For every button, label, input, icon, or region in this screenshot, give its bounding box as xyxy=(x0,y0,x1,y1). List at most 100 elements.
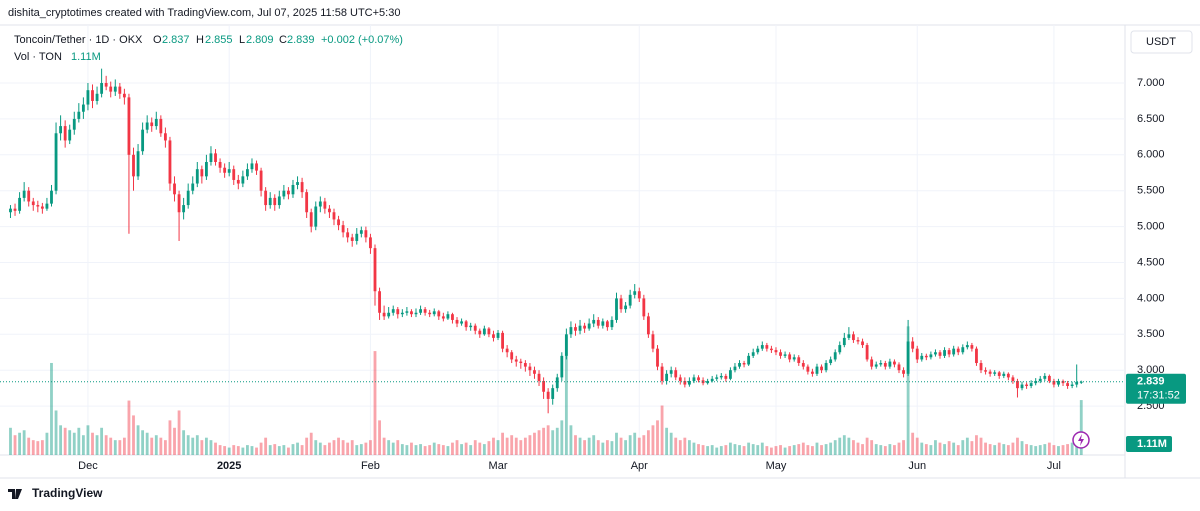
volume-bar xyxy=(920,442,924,455)
volume-bar xyxy=(656,420,659,455)
candle-body xyxy=(523,363,527,367)
volume-bar xyxy=(27,437,31,455)
candle-body xyxy=(1066,383,1070,387)
footer-brand: TradingView xyxy=(32,486,103,500)
y-tick-label: 7.000 xyxy=(1137,77,1165,89)
candle-body xyxy=(104,83,108,87)
candle-body xyxy=(687,380,691,385)
candle-body xyxy=(724,375,728,379)
volume-bar xyxy=(277,446,281,455)
candle-body xyxy=(195,169,199,184)
candle-body xyxy=(779,352,782,356)
volume-bar xyxy=(209,440,213,455)
candle-body xyxy=(706,380,710,384)
candle-body xyxy=(1038,378,1042,381)
candle-body xyxy=(282,190,286,197)
volume-bar xyxy=(624,440,628,455)
volume-bar xyxy=(364,442,368,455)
volume-bar xyxy=(387,440,391,455)
candle-body xyxy=(929,354,933,358)
attribution: dishita_cryptotimes created with Trading… xyxy=(8,7,400,19)
volume-bar xyxy=(141,430,145,455)
volume-bar xyxy=(997,442,1001,455)
candle-body xyxy=(747,355,751,365)
volume-bar xyxy=(241,447,245,455)
candle-body xyxy=(569,327,573,335)
candle-body xyxy=(9,208,12,213)
volume-bar xyxy=(678,440,682,455)
candle-body xyxy=(915,348,919,360)
candle-body xyxy=(947,350,951,355)
volume-bar xyxy=(473,440,477,455)
candle-body xyxy=(255,163,258,171)
currency[interactable]: USDT xyxy=(1146,36,1176,48)
volume-label-box xyxy=(1126,436,1172,452)
candle-body xyxy=(893,361,896,365)
volume-bar xyxy=(246,445,249,455)
candle-body xyxy=(1006,373,1010,378)
candle-body xyxy=(473,325,477,331)
volume-bar xyxy=(391,442,395,455)
candle-body xyxy=(1061,380,1065,384)
candle-body xyxy=(583,325,587,329)
volume-bar xyxy=(296,442,299,455)
volume-bar xyxy=(223,446,227,455)
volume-bar xyxy=(893,445,896,455)
volume-bar xyxy=(870,440,874,455)
candle-body xyxy=(72,118,76,130)
volume-bar xyxy=(505,437,509,455)
candle-body xyxy=(291,184,295,195)
last-price-box xyxy=(1126,373,1186,404)
volume-bar xyxy=(1025,444,1028,455)
candle-body xyxy=(838,345,842,353)
volume-bar xyxy=(318,442,322,455)
candle-body xyxy=(765,345,769,349)
volume-bar xyxy=(619,437,623,455)
candle-body xyxy=(961,347,965,353)
candle-body xyxy=(988,371,992,374)
volume-bar xyxy=(154,435,158,455)
volume-bar xyxy=(400,444,404,455)
candle-body xyxy=(683,380,687,385)
volume-bar xyxy=(437,444,441,455)
volume-bar xyxy=(820,445,823,455)
volume-bar xyxy=(924,444,928,455)
candle-body xyxy=(328,208,331,213)
candle-body xyxy=(596,319,600,326)
candle-body xyxy=(159,118,163,134)
candle-body xyxy=(400,312,404,315)
volume-bar xyxy=(478,442,482,455)
volume-bar xyxy=(63,427,67,455)
volume-bar xyxy=(214,442,217,455)
volume-bar xyxy=(578,437,582,455)
volume-bar xyxy=(952,442,956,455)
candle-body xyxy=(792,357,796,360)
y-tick-label: 3.500 xyxy=(1137,328,1165,340)
volume-bar xyxy=(915,437,919,455)
candle-body xyxy=(296,182,299,185)
volume-bar xyxy=(332,440,336,455)
candle-body xyxy=(924,355,928,358)
y-tick-label: 5.000 xyxy=(1137,221,1165,233)
candle-body xyxy=(136,151,140,177)
candle-body xyxy=(86,90,90,105)
candle-body xyxy=(870,359,874,367)
candle-body xyxy=(934,352,937,355)
volume-bar xyxy=(1002,444,1006,455)
volume-bar xyxy=(173,427,176,455)
candle-body xyxy=(660,366,664,381)
candle-body xyxy=(674,370,678,378)
candle-body xyxy=(920,355,924,360)
volume-bar xyxy=(537,430,541,455)
currency-button[interactable] xyxy=(1130,30,1193,54)
candle-body xyxy=(733,366,737,371)
volume-bar xyxy=(906,326,910,455)
volume-bar xyxy=(305,437,309,455)
candle-body xyxy=(501,332,504,349)
candle-body xyxy=(241,176,245,184)
volume-bar xyxy=(36,441,40,455)
candle-body xyxy=(428,312,432,315)
